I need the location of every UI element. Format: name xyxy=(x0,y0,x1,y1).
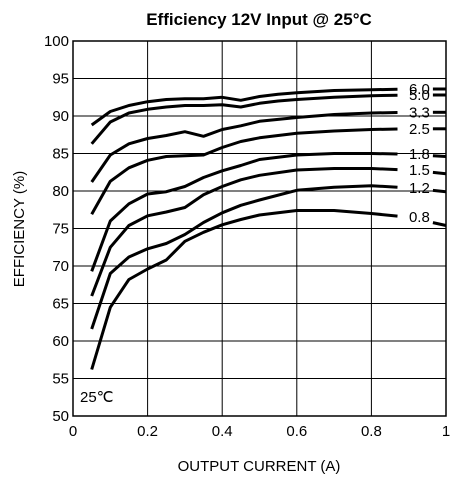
y-tick-label: 95 xyxy=(52,71,69,88)
series-label-3.3: 3.3 xyxy=(409,104,430,121)
y-tick-label: 55 xyxy=(52,371,69,388)
x-axis-label: OUTPUT CURRENT (A) xyxy=(178,458,341,475)
series-line-3.3 xyxy=(90,111,398,183)
series-line-1.5 xyxy=(90,167,398,297)
x-tick-label: 0 xyxy=(69,423,77,440)
y-tick-label: 60 xyxy=(52,333,69,350)
series-labels: 6.05.03.32.5 1.81.51.2 0.8 xyxy=(409,81,430,226)
series-label-0.8: 0.8 xyxy=(409,209,430,226)
series-label-5.0: 5.0 xyxy=(409,87,430,104)
series-lines xyxy=(90,87,447,370)
series-line-0.8-end xyxy=(432,221,447,227)
y-tick-label: 70 xyxy=(52,258,69,275)
x-tick-label: 0.6 xyxy=(286,423,307,440)
series-label-1.2: 1.2 xyxy=(409,180,430,197)
series-line-0.8 xyxy=(90,209,398,370)
series-line-1.2-end xyxy=(432,188,447,194)
series-line-1.8-end xyxy=(432,154,447,158)
series-label-6.0: 6.0 xyxy=(409,81,430,98)
y-axis-label: EFFICIENCY (%) xyxy=(11,171,28,287)
plot-frame xyxy=(72,40,447,417)
series-line-6.0 xyxy=(90,87,398,127)
series-label-1.8: 1.8 xyxy=(409,146,430,163)
y-tick-label: 90 xyxy=(52,108,69,125)
x-tick-label: 0.4 xyxy=(212,423,233,440)
series-line-1.5-end xyxy=(432,170,447,176)
y-tick-label: 50 xyxy=(52,408,69,425)
y-tick-label: 80 xyxy=(52,183,69,200)
y-tick-label: 65 xyxy=(52,296,69,313)
tick-labels: 0 0.2 0.4 0.6 0.8 1 50 55 60 65 70 75 80 85 90 95 100 xyxy=(44,33,450,440)
y-tick-label: 75 xyxy=(52,221,69,238)
temperature-annotation: 25℃ xyxy=(80,389,114,406)
series-line-2.5 xyxy=(90,127,398,215)
series-label-2.5: 2.5 xyxy=(409,121,430,138)
series-line-1.2 xyxy=(90,184,398,330)
x-tick-label: 0.8 xyxy=(361,423,382,440)
x-tick-label: 1 xyxy=(442,423,450,440)
chart-title: Efficiency 12V Input @ 25°C xyxy=(146,10,372,29)
series-label-1.5: 1.5 xyxy=(409,162,430,179)
y-tick-label: 85 xyxy=(52,146,69,163)
series-line-5.0 xyxy=(90,93,398,145)
series-line-1.8 xyxy=(90,152,398,272)
y-tick-label: 100 xyxy=(44,33,69,50)
x-tick-label: 0.2 xyxy=(137,423,158,440)
